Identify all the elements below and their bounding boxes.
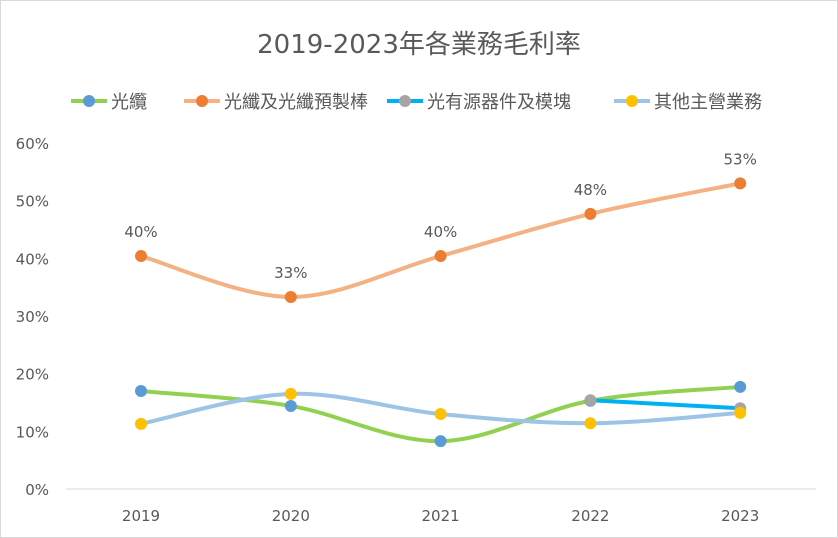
data-point bbox=[584, 417, 597, 430]
data-point bbox=[284, 387, 297, 400]
series-line-2 bbox=[588, 398, 743, 411]
y-tick-label: 40% bbox=[16, 250, 49, 268]
chart-title: 2019-2023年各業務毛利率 bbox=[257, 30, 581, 60]
y-tick-label: 20% bbox=[16, 366, 49, 384]
legend-marker-swatch bbox=[626, 95, 638, 107]
y-tick-label: 30% bbox=[16, 308, 49, 326]
x-tick-label: 2022 bbox=[571, 507, 609, 525]
x-tick-label: 2021 bbox=[422, 507, 460, 525]
legend-label: 其他主營業務 bbox=[654, 92, 762, 113]
y-tick-label: 10% bbox=[16, 423, 49, 441]
legend-marker-swatch bbox=[83, 95, 95, 107]
x-tick-label: 2023 bbox=[721, 507, 759, 525]
data-label: 53% bbox=[724, 150, 757, 168]
data-label: 48% bbox=[574, 181, 607, 199]
data-point bbox=[734, 406, 747, 419]
data-label: 40% bbox=[124, 223, 157, 241]
data-point bbox=[434, 250, 447, 263]
x-tick-label: 2019 bbox=[122, 507, 160, 525]
data-point bbox=[734, 380, 747, 393]
data-label: 40% bbox=[424, 223, 457, 241]
x-tick-label: 2020 bbox=[272, 507, 310, 525]
legend-label: 光纜 bbox=[111, 92, 147, 113]
y-tick-label: 0% bbox=[25, 481, 49, 499]
data-point bbox=[135, 417, 147, 430]
legend-marker-swatch bbox=[399, 95, 411, 107]
data-point bbox=[584, 207, 597, 220]
data-label: 33% bbox=[274, 264, 307, 282]
legend-label: 光有源器件及模塊 bbox=[427, 92, 571, 113]
data-point bbox=[135, 250, 147, 263]
data-point bbox=[135, 384, 147, 397]
y-tick-label: 60% bbox=[16, 135, 49, 153]
data-point bbox=[734, 177, 747, 190]
legend-marker-swatch bbox=[196, 95, 208, 107]
data-point bbox=[284, 290, 297, 303]
y-tick-label: 50% bbox=[16, 193, 49, 211]
data-point bbox=[434, 408, 447, 421]
data-point bbox=[584, 394, 597, 407]
data-point bbox=[434, 435, 447, 448]
data-point bbox=[284, 399, 297, 412]
legend-label: 光纖及光纖預製棒 bbox=[224, 92, 368, 113]
